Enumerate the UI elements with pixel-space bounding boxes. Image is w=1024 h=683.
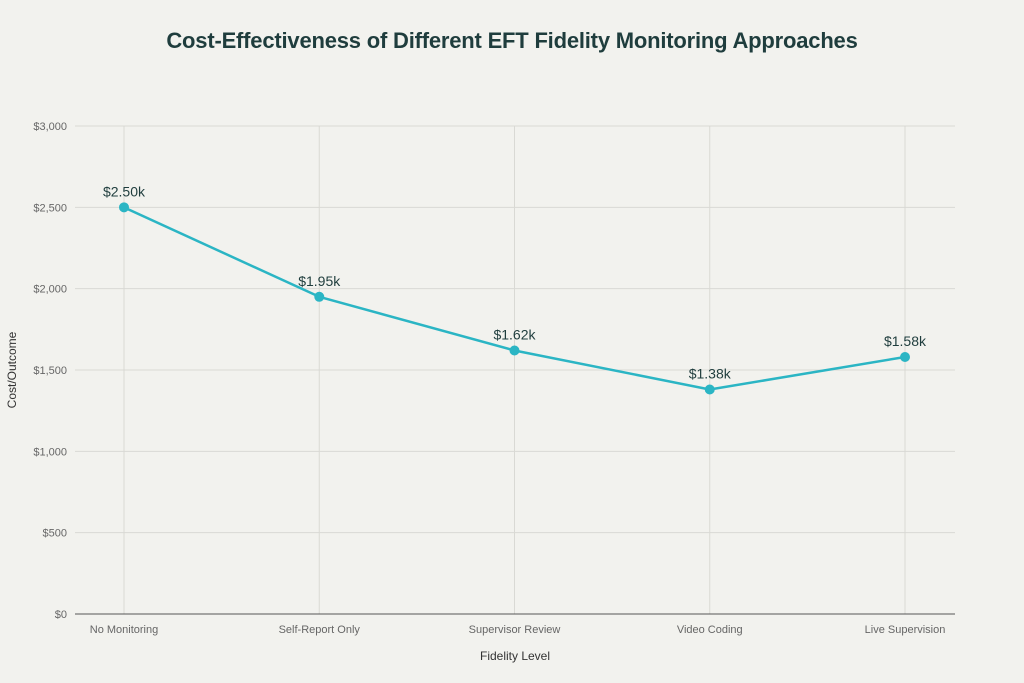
data-point — [119, 202, 129, 213]
y-tick-label: $1,500 — [33, 365, 67, 377]
y-axis-title: Cost/Outcome — [5, 331, 19, 408]
data-label: $1.38k — [689, 366, 732, 382]
label-layer: $2.50k $1.95k $1.62k $1.38k $1.58k — [103, 183, 927, 381]
data-point — [509, 345, 520, 356]
data-label: $1.62k — [493, 326, 536, 342]
y-tick-label: $1,000 — [33, 446, 67, 458]
x-tick-label: No Monitoring — [90, 624, 158, 636]
grid-layer — [75, 125, 955, 614]
x-axis-title: Fidelity Level — [480, 649, 550, 663]
data-label: $1.58k — [884, 333, 927, 349]
x-tick-label: Live Supervision — [865, 624, 946, 636]
x-tick-label: Video Coding — [677, 624, 743, 636]
series-layer — [119, 202, 910, 395]
x-tick-label: Self-Report Only — [279, 624, 361, 636]
data-point — [704, 384, 715, 395]
y-tick-label: $0 — [55, 609, 67, 621]
y-tick-label: $2,000 — [33, 284, 67, 296]
chart-title: Cost-Effectiveness of Different EFT Fide… — [166, 28, 858, 53]
x-tick-label: Supervisor Review — [469, 624, 561, 636]
data-label: $2.50k — [103, 183, 146, 199]
y-tick-label: $3,000 — [33, 121, 67, 133]
data-point — [314, 291, 325, 302]
y-tick-label: $2,500 — [33, 202, 67, 214]
y-tick-label: $500 — [43, 528, 67, 540]
data-label: $1.95k — [298, 273, 341, 289]
data-point — [900, 351, 910, 362]
axis-layer: $0 $500 $1,000 $1,500 $2,000 $2,500 $3,000 No M… — [33, 121, 955, 636]
